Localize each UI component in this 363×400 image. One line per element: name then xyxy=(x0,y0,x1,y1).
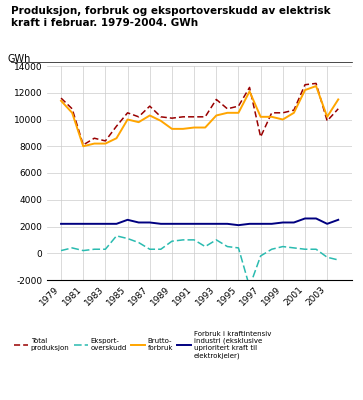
Text: GWh: GWh xyxy=(8,54,31,64)
Text: Produksjon, forbruk og eksportoverskudd av elektrisk
kraft i februar. 1979-2004.: Produksjon, forbruk og eksportoverskudd … xyxy=(11,6,331,28)
Legend: Total
produksjon, Eksport-
overskudd, Brutto-
forbruk, Forbruk i kraftintensiv
i: Total produksjon, Eksport- overskudd, Br… xyxy=(14,330,271,358)
